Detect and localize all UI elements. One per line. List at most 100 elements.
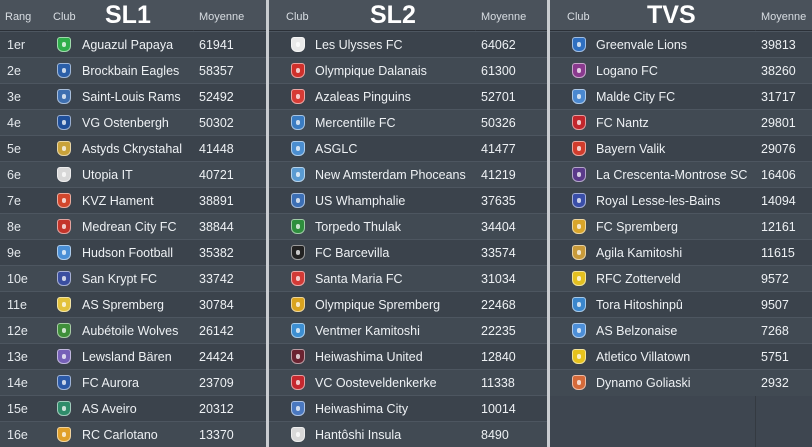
table-row[interactable]: New Amsterdam Phoceans 41219 <box>269 161 547 188</box>
table-row[interactable]: Atletico Villatown 5751 <box>550 343 812 370</box>
table-row[interactable]: Torpedo Thulak 34404 <box>269 213 547 240</box>
club-name-link[interactable]: Medrean City FC <box>82 220 177 234</box>
table-row[interactable]: 2e Brockbain Eagles 58357 <box>0 57 266 84</box>
club-name-link[interactable]: Hantôshi Insula <box>315 428 402 442</box>
club-name-link[interactable]: Astyds Ckrystahal <box>82 142 183 156</box>
club-name-link[interactable]: FC Barcevilla <box>315 246 390 260</box>
club-name-link[interactable]: Greenvale Lions <box>596 38 688 52</box>
table-row[interactable]: 3e Saint-Louis Rams 52492 <box>0 83 266 110</box>
table-row[interactable]: Heiwashima United 12840 <box>269 343 547 370</box>
club-name-link[interactable]: Santa Maria FC <box>315 272 403 286</box>
club-name-link[interactable]: US Whamphalie <box>315 194 406 208</box>
table-row[interactable]: Les Ulysses FC 64062 <box>269 31 547 58</box>
table-row[interactable]: Azaleas Pinguins 52701 <box>269 83 547 110</box>
average-column-header[interactable]: Moyenne <box>199 11 245 23</box>
club-name-link[interactable]: Heiwashima United <box>315 350 423 364</box>
club-name-link[interactable]: FC Aurora <box>82 376 139 390</box>
table-row[interactable]: FC Spremberg 12161 <box>550 213 812 240</box>
table-row[interactable]: 5e Astyds Ckrystahal 41448 <box>0 135 266 162</box>
club-name-link[interactable]: Azaleas Pinguins <box>315 90 411 104</box>
club-name-link[interactable]: Heiwashima City <box>315 402 409 416</box>
club-column-header[interactable]: Club <box>286 11 309 23</box>
club-name-link[interactable]: Utopia IT <box>82 168 133 182</box>
table-row[interactable]: VC Oosteveldenkerke 11338 <box>269 369 547 396</box>
table-row[interactable]: Olympique Spremberg 22468 <box>269 291 547 318</box>
table-row[interactable]: La Crescenta-Montrose SC 16406 <box>550 161 812 188</box>
club-name-link[interactable]: Brockbain Eagles <box>82 64 180 78</box>
table-row[interactable]: Bayern Valik 29076 <box>550 135 812 162</box>
club-name-link[interactable]: Lewsland Bären <box>82 350 172 364</box>
average-column-header[interactable]: Moyenne <box>481 11 527 23</box>
table-row[interactable]: 8e Medrean City FC 38844 <box>0 213 266 240</box>
table-row[interactable]: US Whamphalie 37635 <box>269 187 547 214</box>
club-name-link[interactable]: Logano FC <box>596 64 658 78</box>
rank-column-header[interactable]: Rang <box>5 11 32 23</box>
table-row[interactable]: Dynamo Goliaski 2932 <box>550 369 812 396</box>
table-row[interactable]: Heiwashima City 10014 <box>269 395 547 422</box>
table-row[interactable]: 16e RC Carlotano 13370 <box>0 421 266 447</box>
club-name-link[interactable]: Olympique Dalanais <box>315 64 427 78</box>
club-name-link[interactable]: VC Oosteveldenkerke <box>315 376 437 390</box>
club-name-link[interactable]: FC Nantz <box>596 116 649 130</box>
club-name-link[interactable]: Agila Kamitoshi <box>596 246 683 260</box>
table-row[interactable]: ASGLC 41477 <box>269 135 547 162</box>
club-name-link[interactable]: La Crescenta-Montrose SC <box>596 168 748 182</box>
table-row[interactable]: 12e Aubétoile Wolves 26142 <box>0 317 266 344</box>
club-name-link[interactable]: RFC Zotterveld <box>596 272 681 286</box>
club-name-link[interactable]: FC Spremberg <box>596 220 678 234</box>
club-name-link[interactable]: KVZ Hament <box>82 194 154 208</box>
table-row[interactable]: Royal Lesse-les-Bains 14094 <box>550 187 812 214</box>
club-name-link[interactable]: Saint-Louis Rams <box>82 90 181 104</box>
table-row[interactable]: 9e Hudson Football 35382 <box>0 239 266 266</box>
table-row[interactable]: AS Belzonaise 7268 <box>550 317 812 344</box>
club-name-link[interactable]: Torpedo Thulak <box>315 220 401 234</box>
club-column-header[interactable]: Club <box>567 11 590 23</box>
table-row[interactable]: 7e KVZ Hament 38891 <box>0 187 266 214</box>
table-row[interactable]: Ventmer Kamitoshi 22235 <box>269 317 547 344</box>
club-name-link[interactable]: Royal Lesse-les-Bains <box>596 194 721 208</box>
table-row[interactable]: Agila Kamitoshi 11615 <box>550 239 812 266</box>
table-row[interactable]: Santa Maria FC 31034 <box>269 265 547 292</box>
table-row[interactable]: Tora Hitoshinpû 9507 <box>550 291 812 318</box>
club-name-link[interactable]: RC Carlotano <box>82 428 158 442</box>
table-row[interactable]: Malde City FC 31717 <box>550 83 812 110</box>
club-name-link[interactable]: Tora Hitoshinpû <box>596 298 683 312</box>
table-row[interactable]: FC Barcevilla 33574 <box>269 239 547 266</box>
club-name-link[interactable]: Hudson Football <box>82 246 174 260</box>
table-row[interactable]: 11e AS Spremberg 30784 <box>0 291 266 318</box>
table-row[interactable]: 1er Aguazul Papaya 61941 <box>0 31 266 58</box>
table-row[interactable]: Mercentille FC 50326 <box>269 109 547 136</box>
club-name-link[interactable]: Atletico Villatown <box>596 350 691 364</box>
club-name-link[interactable]: AS Spremberg <box>82 298 164 312</box>
club-name-link[interactable]: Bayern Valik <box>596 142 666 156</box>
table-row[interactable]: Greenvale Lions 39813 <box>550 31 812 58</box>
club-name-link[interactable]: Dynamo Goliaski <box>596 376 691 390</box>
club-crest-icon <box>291 297 305 312</box>
club-name-link[interactable]: Olympique Spremberg <box>315 298 441 312</box>
table-row[interactable]: Olympique Dalanais 61300 <box>269 57 547 84</box>
table-row[interactable]: 14e FC Aurora 23709 <box>0 369 266 396</box>
table-row[interactable]: 10e San Krypt FC 33742 <box>0 265 266 292</box>
table-row[interactable]: Hantôshi Insula 8490 <box>269 421 547 447</box>
club-name-link[interactable]: AS Aveiro <box>82 402 137 416</box>
club-name-link[interactable]: San Krypt FC <box>82 272 158 286</box>
club-name-link[interactable]: Ventmer Kamitoshi <box>315 324 420 338</box>
club-name-link[interactable]: Malde City FC <box>596 90 676 104</box>
table-row[interactable]: 15e AS Aveiro 20312 <box>0 395 266 422</box>
club-column-header[interactable]: Club <box>53 11 76 23</box>
club-name-link[interactable]: Aguazul Papaya <box>82 38 174 52</box>
club-name-link[interactable]: Les Ulysses FC <box>315 38 403 52</box>
table-row[interactable]: Logano FC 38260 <box>550 57 812 84</box>
table-row[interactable]: RFC Zotterveld 9572 <box>550 265 812 292</box>
table-row[interactable]: 6e Utopia IT 40721 <box>0 161 266 188</box>
club-name-link[interactable]: Aubétoile Wolves <box>82 324 179 338</box>
club-name-link[interactable]: AS Belzonaise <box>596 324 678 338</box>
club-name-link[interactable]: Mercentille FC <box>315 116 396 130</box>
table-row[interactable]: FC Nantz 29801 <box>550 109 812 136</box>
table-row[interactable]: 4e VG Ostenbergh 50302 <box>0 109 266 136</box>
club-name-link[interactable]: VG Ostenbergh <box>82 116 169 130</box>
club-name-link[interactable]: ASGLC <box>315 142 358 156</box>
club-name-link[interactable]: New Amsterdam Phoceans <box>315 168 466 182</box>
table-row[interactable]: 13e Lewsland Bären 24424 <box>0 343 266 370</box>
average-column-header[interactable]: Moyenne <box>761 11 807 23</box>
